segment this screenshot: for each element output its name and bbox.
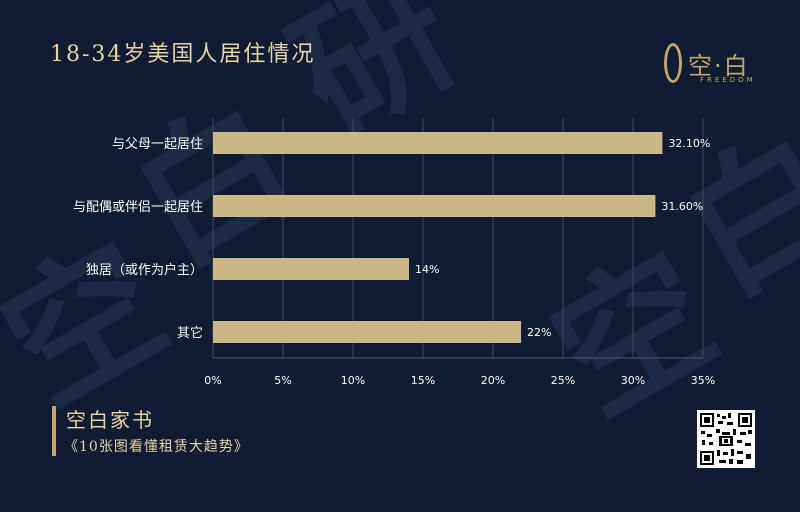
- x-tick-label: 25%: [551, 374, 575, 387]
- page-title: 18-34岁美国人居住情况: [50, 42, 316, 67]
- category-label: 与配偶或伴侣一起居住: [73, 200, 203, 215]
- x-tick-label: 35%: [691, 374, 715, 387]
- logo-ring-icon: [664, 43, 682, 83]
- brand-logo: 空·白 FREEDOM: [664, 40, 774, 90]
- bar: [213, 321, 521, 343]
- qr-code: [697, 410, 755, 468]
- book-subtitle: 《10张图看懂租赁大趋势》: [64, 439, 249, 455]
- category-label: 独居（或作为户主）: [86, 262, 203, 278]
- x-tick-label: 10%: [341, 374, 365, 387]
- logo-text: 空·白: [688, 52, 750, 80]
- bar: [213, 132, 663, 154]
- data-label: 32.10%: [668, 137, 710, 150]
- x-tick-label: 30%: [621, 374, 645, 387]
- bar: [213, 258, 409, 280]
- x-tick-label: 15%: [411, 374, 435, 387]
- x-tick-label: 20%: [481, 374, 505, 387]
- logo-subtitle: FREEDOM: [700, 76, 756, 84]
- data-label: 22%: [527, 326, 551, 339]
- data-label: 31.60%: [661, 200, 703, 213]
- qr-code-icon: [697, 410, 755, 468]
- accent-bar: [52, 406, 56, 456]
- bar: [213, 195, 656, 217]
- book-title: 空白家书: [66, 408, 154, 432]
- data-label: 14%: [415, 263, 439, 276]
- category-label: 与父母一起居住: [112, 137, 203, 152]
- x-tick-label: 0%: [204, 374, 221, 387]
- x-tick-label: 5%: [274, 374, 291, 387]
- category-label: 其它: [177, 325, 203, 341]
